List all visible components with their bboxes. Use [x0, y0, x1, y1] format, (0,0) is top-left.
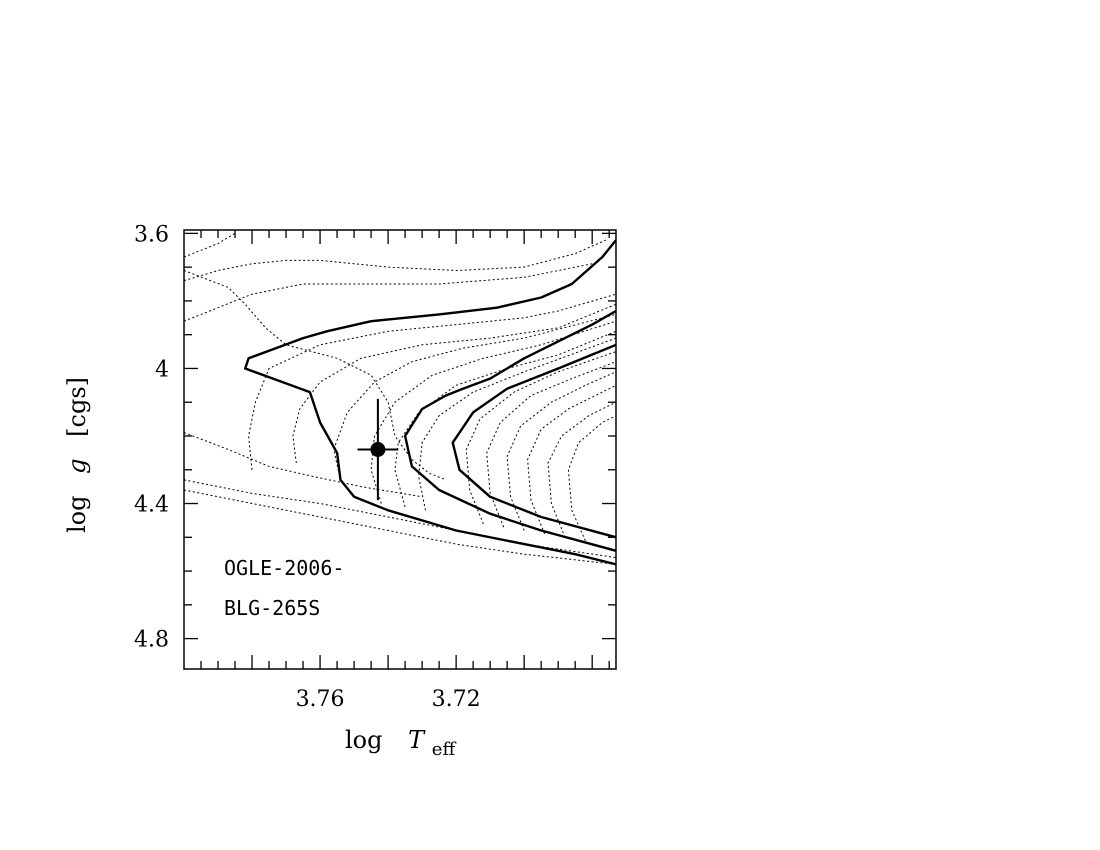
y-tick-label: 3.6 — [134, 222, 169, 247]
dotted-curve-6 — [184, 270, 447, 481]
dotted-curve-8 — [184, 479, 616, 559]
dotted-curve-15 — [418, 337, 616, 511]
dotted-curve-10 — [248, 293, 616, 470]
y-tick-label: 4.4 — [134, 493, 169, 518]
tick-labels: 3.76 3.72 3.6 4 4.4 4.8 — [134, 222, 481, 712]
annotation-line-2: BLG-265S — [224, 596, 320, 620]
y-axis-label-prefix: log — [63, 496, 91, 534]
star-data-point — [357, 398, 399, 501]
y-axis-label-var: g — [63, 458, 91, 473]
y-axis-label-suffix: [cgs] — [63, 377, 91, 437]
dotted-curve-20 — [547, 401, 616, 538]
isochrone-curves — [184, 232, 616, 566]
dotted-curve-18 — [506, 371, 616, 531]
x-tick-label: 3.76 — [296, 687, 345, 712]
solid-curve-0 — [244, 239, 616, 566]
x-axis-label: log T eff — [345, 726, 456, 760]
dotted-curve-16 — [465, 351, 616, 524]
dotted-curve-19 — [527, 384, 616, 535]
axis-ticks — [184, 230, 616, 669]
annotation-line-1: OGLE-2006- — [224, 556, 344, 580]
x-axis-label-var: T — [408, 726, 426, 754]
dotted-curve-11 — [292, 303, 616, 464]
y-tick-label: 4 — [155, 357, 169, 382]
dotted-curve-4 — [184, 239, 607, 282]
x-tick-label: 3.72 — [432, 687, 481, 712]
solid-curve-1 — [403, 309, 616, 552]
dotted-curve-7 — [184, 432, 423, 498]
x-axis-label-sub: eff — [432, 739, 457, 760]
dotted-curve-5 — [184, 263, 593, 322]
dotted-curve-17 — [486, 361, 616, 528]
data-point-marker — [370, 442, 386, 457]
y-axis-label: log g [cgs] — [63, 377, 91, 533]
dotted-curve-12 — [333, 313, 616, 481]
solid-curve-2 — [451, 343, 616, 539]
dotted-curve-13 — [370, 320, 616, 504]
dotted-curve-21 — [567, 415, 616, 541]
dotted-curve-9 — [184, 489, 616, 565]
x-axis-label-prefix: log — [345, 726, 383, 754]
y-tick-label: 4.8 — [134, 628, 169, 653]
dotted-curve-3 — [184, 232, 236, 258]
plot-frame — [183, 229, 617, 670]
